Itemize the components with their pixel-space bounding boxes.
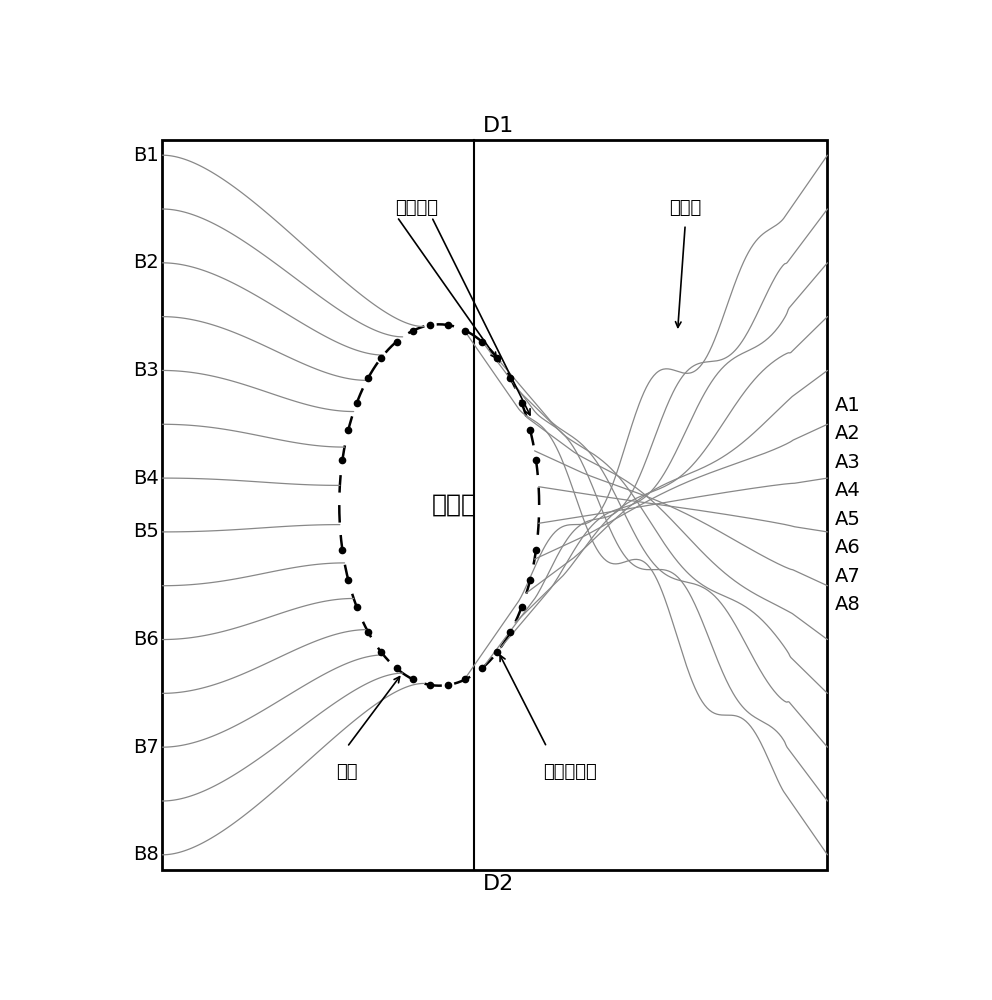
Text: A7: A7 bbox=[835, 567, 861, 586]
Text: 透镜腔: 透镜腔 bbox=[433, 493, 477, 517]
Text: A2: A2 bbox=[835, 424, 861, 443]
Text: B1: B1 bbox=[133, 146, 159, 165]
Text: B4: B4 bbox=[133, 469, 159, 488]
Bar bbox=[163, 140, 827, 870]
Text: B8: B8 bbox=[133, 845, 159, 864]
Text: B5: B5 bbox=[133, 522, 159, 541]
Text: B6: B6 bbox=[133, 630, 159, 649]
Text: 焦面: 焦面 bbox=[336, 763, 358, 781]
Text: A5: A5 bbox=[835, 510, 861, 529]
Text: 延迟线: 延迟线 bbox=[669, 199, 701, 217]
Text: B2: B2 bbox=[133, 253, 159, 272]
Text: D2: D2 bbox=[483, 874, 514, 894]
Text: B7: B7 bbox=[133, 738, 159, 757]
Text: D1: D1 bbox=[483, 116, 514, 136]
Text: A1: A1 bbox=[835, 396, 861, 415]
Text: A4: A4 bbox=[835, 481, 861, 500]
Text: A8: A8 bbox=[835, 595, 861, 614]
Text: A6: A6 bbox=[835, 538, 861, 557]
Text: 小孔阵列: 小孔阵列 bbox=[395, 199, 437, 217]
Text: B3: B3 bbox=[133, 361, 159, 380]
Text: A3: A3 bbox=[835, 453, 861, 472]
Text: 阵列面轮廓: 阵列面轮廓 bbox=[543, 763, 597, 781]
